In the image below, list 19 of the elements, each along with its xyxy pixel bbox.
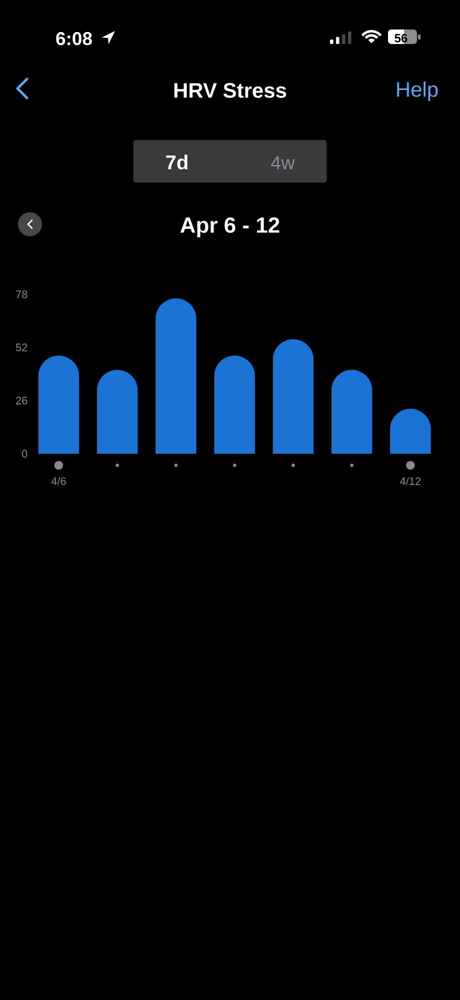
y-tick-label: 52 bbox=[16, 344, 28, 352]
y-tick-label: 78 bbox=[16, 290, 28, 298]
x-tick-label: 4/12 bbox=[400, 477, 421, 486]
bar bbox=[38, 356, 80, 454]
text: 7d bbox=[166, 154, 188, 170]
y-tick-label: 26 bbox=[16, 396, 28, 404]
text: 4w bbox=[271, 156, 295, 170]
bar bbox=[96, 370, 138, 454]
bar bbox=[214, 356, 255, 454]
text: Help bbox=[397, 81, 438, 102]
text: 6:08 bbox=[56, 32, 92, 46]
x-tick-label: 4/6 bbox=[51, 477, 66, 486]
y-tick-label: 0 bbox=[22, 450, 28, 458]
chart-title: HRV Stress bbox=[174, 83, 286, 98]
text: 56 bbox=[394, 34, 408, 42]
bar bbox=[331, 370, 372, 454]
chart-subtitle: Apr 6 - 12 bbox=[180, 217, 280, 238]
bar bbox=[272, 339, 314, 454]
bar bbox=[156, 298, 196, 454]
